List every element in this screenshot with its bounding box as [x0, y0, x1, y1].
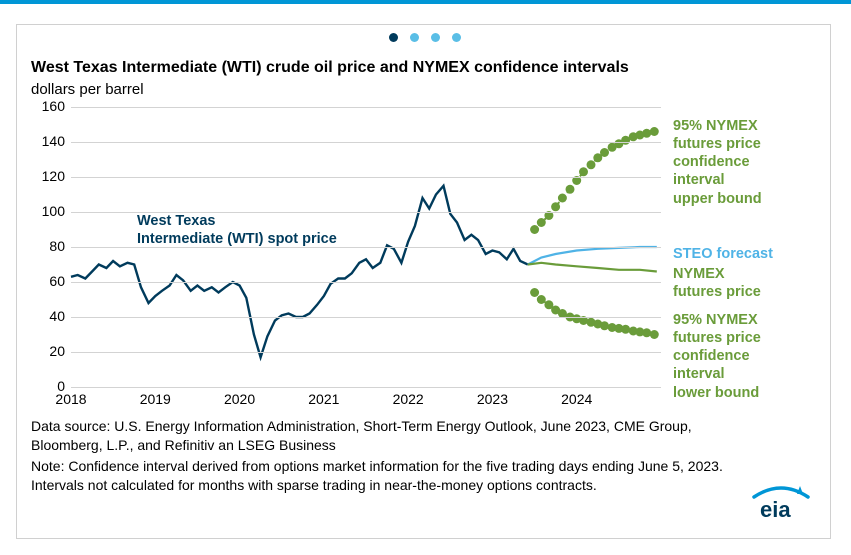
ci-lower-line-marker — [537, 295, 546, 304]
nymex-futures-line — [528, 263, 657, 272]
y-axis-tick: 40 — [31, 308, 65, 324]
chart-card: West Texas Intermediate (WTI) crude oil … — [16, 24, 831, 539]
ci-lower-line-marker — [650, 330, 659, 339]
wti-spot-label: West TexasIntermediate (WTI) spot price — [137, 212, 362, 248]
gridline — [71, 107, 661, 108]
ci-lower-line-marker — [530, 288, 539, 297]
y-axis-tick: 100 — [31, 203, 65, 219]
page-container: West Texas Intermediate (WTI) crude oil … — [0, 0, 851, 555]
gridline — [71, 282, 661, 283]
steo-forecast-label: STEO forecast — [673, 245, 813, 263]
svg-text:eia: eia — [760, 497, 791, 522]
y-axis-tick: 120 — [31, 168, 65, 184]
ci-upper-label: 95% NYMEXfutures priceconfidenceinterval… — [673, 117, 813, 208]
data-source-note: Data source: U.S. Energy Information Adm… — [31, 417, 751, 455]
y-axis-tick: 80 — [31, 238, 65, 254]
chart-subtitle: dollars per barrel — [31, 81, 144, 98]
ci-upper-line-marker — [551, 202, 560, 211]
nymex-futures-label: NYMEXfutures price — [673, 265, 813, 301]
x-axis-tick: 2019 — [140, 391, 171, 407]
x-axis-tick: 2024 — [561, 391, 592, 407]
ci-upper-line-marker — [650, 127, 659, 136]
footnote: Note: Confidence interval derived from o… — [31, 457, 751, 495]
y-axis-tick: 140 — [31, 133, 65, 149]
x-axis-tick: 2018 — [55, 391, 86, 407]
ci-lower-line-marker — [642, 328, 651, 337]
y-axis-tick: 20 — [31, 343, 65, 359]
pager-dot[interactable] — [410, 33, 419, 42]
ci-upper-line-marker — [642, 129, 651, 138]
ci-upper-line-marker — [587, 160, 596, 169]
x-axis-tick: 2023 — [477, 391, 508, 407]
steo-forecast-line — [528, 247, 657, 265]
ci-upper-line-marker — [579, 167, 588, 176]
pager-dot[interactable] — [389, 33, 398, 42]
ci-upper-line-marker — [537, 218, 546, 227]
ci-upper-line-marker — [600, 148, 609, 157]
y-axis-tick: 160 — [31, 98, 65, 114]
ci-upper-line-marker — [530, 225, 539, 234]
ci-upper-line-marker — [566, 185, 575, 194]
x-axis-tick: 2021 — [308, 391, 339, 407]
pager-dot[interactable] — [452, 33, 461, 42]
gridline — [71, 387, 661, 388]
gridline — [71, 177, 661, 178]
ci-lower-label: 95% NYMEXfutures priceconfidenceinterval… — [673, 311, 813, 402]
gridline — [71, 352, 661, 353]
eia-logo: eia — [746, 483, 816, 528]
gridline — [71, 317, 661, 318]
ci-lower-line-marker — [600, 321, 609, 330]
ci-lower-line-marker — [621, 325, 630, 334]
y-axis-tick: 60 — [31, 273, 65, 289]
x-axis-tick: 2020 — [224, 391, 255, 407]
chart-title: West Texas Intermediate (WTI) crude oil … — [31, 59, 629, 77]
carousel-pager — [17, 33, 832, 42]
pager-dot[interactable] — [431, 33, 440, 42]
ci-upper-line-marker — [558, 194, 567, 203]
x-axis-tick: 2022 — [393, 391, 424, 407]
gridline — [71, 142, 661, 143]
